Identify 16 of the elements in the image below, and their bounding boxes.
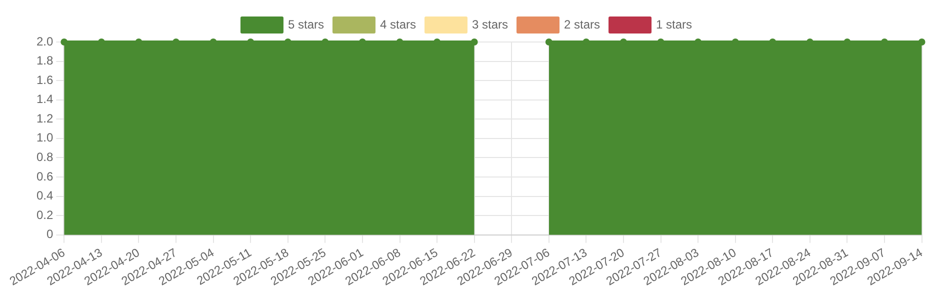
- legend-label: 1 stars: [656, 17, 692, 32]
- y-tick-label: 0: [46, 227, 54, 242]
- y-tick-label: 1.2: [36, 111, 54, 126]
- legend-label: 3 stars: [472, 17, 508, 32]
- y-tick-label: 1.6: [36, 72, 54, 87]
- legend-label: 5 stars: [288, 17, 324, 32]
- y-tick-label: 1.8: [36, 54, 54, 68]
- y-tick-label: 2.0: [36, 34, 54, 48]
- legend-label: 2 stars: [564, 17, 600, 32]
- y-tick-label: 0.8: [36, 150, 54, 164]
- y-tick-label: 1.0: [36, 130, 54, 145]
- y-tick-label: 1.4: [36, 92, 54, 106]
- y-tick-label: 0.6: [36, 169, 54, 184]
- y-tick-label: 0.4: [36, 188, 54, 203]
- legend-label: 4 stars: [380, 17, 416, 32]
- y-tick-label: 0.2: [36, 208, 54, 222]
